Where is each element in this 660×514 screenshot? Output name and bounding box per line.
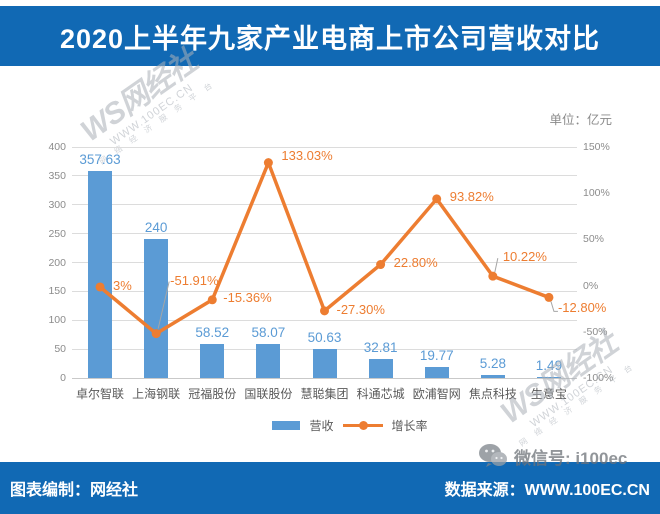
growth-rate-label: 10.22% — [502, 249, 547, 265]
left-axis-tick: 200 — [48, 256, 66, 269]
left-axis-tick: 350 — [48, 169, 66, 182]
left-axis-tick: 50 — [54, 343, 66, 356]
category-label: 焦点科技 — [468, 387, 517, 401]
right-axis-tick: -100% — [583, 372, 614, 384]
revenue-bar — [88, 171, 113, 378]
legend-line-dot — [358, 421, 368, 430]
category-label: 上海钢联 — [132, 387, 181, 401]
revenue-value-label: 1.49 — [535, 358, 563, 374]
left-axis-tick: 100 — [48, 314, 66, 327]
category-label: 科通芯城 — [356, 387, 405, 401]
revenue-value-label: 240 — [144, 220, 168, 236]
revenue-bar — [200, 344, 225, 378]
revenue-value-label: 357.63 — [79, 152, 121, 168]
growth-rate-label: -27.30% — [336, 301, 385, 317]
growth-point-marker — [320, 306, 329, 316]
right-axis-tick: 100% — [583, 187, 610, 200]
footer-source: 数据来源：WWW.100EC.CN — [444, 482, 650, 499]
right-axis-tick: 50% — [583, 233, 605, 246]
label-leader-line — [494, 258, 499, 273]
revenue-value-label: 19.77 — [419, 347, 454, 363]
left-axis-tick: 150 — [48, 285, 66, 298]
growth-rate-label: 3% — [113, 277, 132, 293]
watermark-tagline: 网 络 经 济 服 务 平 台 — [517, 360, 638, 449]
revenue-bar — [144, 239, 169, 378]
right-axis-tick: -50% — [583, 325, 608, 338]
legend-line-label: 增长率 — [391, 418, 428, 433]
revenue-bar — [256, 344, 281, 378]
axis-unit-label: 单位：亿元 — [549, 113, 612, 127]
growth-point-marker — [488, 271, 498, 281]
left-axis-tick: 0 — [60, 372, 66, 384]
revenue-bar — [368, 359, 393, 378]
category-label: 慧聪集团 — [300, 387, 349, 401]
chart-legend: 营收 增长率 — [160, 417, 540, 433]
gridline — [72, 377, 577, 379]
category-label: 国联股份 — [244, 387, 293, 401]
title-banner: 2020上半年九家产业电商上市公司营收对比 — [0, 6, 660, 66]
growth-rate-label: 133.03% — [281, 147, 333, 163]
growth-rate-label: -15.36% — [223, 289, 272, 305]
revenue-value-label: 32.81 — [363, 340, 398, 356]
left-axis-tick: 400 — [48, 141, 66, 153]
growth-rate-label: -51.91% — [170, 272, 219, 288]
legend-line-swatch — [342, 420, 383, 430]
revenue-bar — [536, 377, 561, 378]
gridline — [72, 175, 577, 177]
category-label: 生意宝 — [530, 387, 567, 401]
growth-point-marker — [263, 158, 273, 168]
gridline — [72, 146, 577, 148]
gridline — [72, 204, 577, 206]
category-label: 欧浦智网 — [412, 387, 461, 401]
legend-bar-label: 营收 — [309, 418, 334, 433]
category-label: 冠福股份 — [188, 387, 237, 401]
growth-rate-label: 22.80% — [393, 254, 438, 270]
footer-banner: 图表编制：网经社 数据来源：WWW.100EC.CN — [0, 462, 660, 514]
revenue-bar — [424, 366, 449, 378]
footer-credit: 图表编制：网经社 — [10, 482, 139, 499]
right-axis-tick: 150% — [583, 141, 610, 153]
page-title: 2020上半年九家产业电商上市公司营收对比 — [59, 23, 601, 54]
revenue-bar — [480, 374, 505, 378]
growth-rate-label: -12.80% — [557, 300, 607, 316]
growth-point-marker — [432, 194, 442, 204]
left-axis-tick: 300 — [48, 198, 66, 211]
growth-point-marker — [544, 292, 554, 302]
growth-point-marker — [207, 295, 217, 305]
revenue-bar — [312, 348, 337, 378]
right-axis-tick: 0% — [583, 279, 599, 292]
left-axis-tick: 250 — [48, 227, 66, 240]
growth-rate-label: 93.82% — [449, 188, 494, 204]
legend-bar-swatch — [272, 420, 301, 430]
label-leader-line — [550, 301, 558, 312]
category-label: 卓尔智联 — [76, 387, 125, 401]
revenue-value-label: 5.28 — [479, 355, 506, 371]
